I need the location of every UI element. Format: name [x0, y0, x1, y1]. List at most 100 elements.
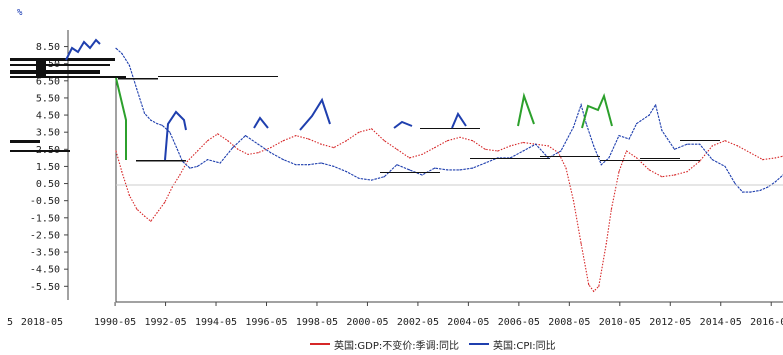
series-point: [572, 200, 575, 202]
y-tick-label: 1.50: [36, 162, 60, 173]
series-point: [484, 148, 486, 150]
series-point: [636, 157, 638, 159]
series-point: [749, 152, 751, 154]
series-point: [257, 143, 259, 145]
series-point: [308, 138, 310, 140]
x-tick-label-fragment: 2018-05: [21, 317, 63, 328]
series-point: [189, 167, 191, 169]
series-point: [244, 135, 247, 137]
artifact-bar: [420, 128, 480, 129]
x-tick-label: 1998-05: [296, 317, 338, 328]
y-tick-label: -3.50: [30, 248, 60, 259]
x-tick-label: 2014-05: [700, 317, 742, 328]
legend-swatch-cpi: [468, 343, 489, 345]
series-point: [593, 290, 595, 292]
unit-label: %: [17, 8, 23, 18]
render-artifacts: [10, 38, 783, 186]
series-point: [724, 165, 726, 167]
series-point: [572, 126, 575, 128]
series-point: [446, 140, 448, 142]
series-point: [408, 157, 411, 159]
series-point: [128, 64, 130, 66]
x-tick-label: 2004-05: [447, 317, 489, 328]
artifact-bar: [540, 156, 600, 157]
artifact-bar: [470, 158, 550, 159]
series-point: [605, 242, 607, 245]
artifact-bar: [380, 172, 440, 173]
artifact-bar: [136, 160, 186, 162]
artifact-bar: [118, 78, 158, 80]
series-point: [143, 215, 146, 217]
y-tick-label: -5.50: [30, 282, 60, 293]
series-point: [320, 162, 322, 164]
x-axis: 1990-05 1992-05 1994-05 1996-05 1998-05 2000-…: [7, 76, 783, 328]
series-point: [282, 159, 284, 161]
series-point: [774, 181, 777, 183]
series-point: [484, 162, 486, 164]
series-point: [176, 148, 178, 150]
series-point: [580, 242, 582, 245]
series-point: [282, 140, 284, 142]
series-point: [600, 164, 602, 166]
series-point: [257, 152, 259, 154]
series-point: [136, 88, 138, 90]
series-point: [655, 104, 657, 106]
x-tick-label: 2000-05: [346, 317, 388, 328]
series-point: [737, 145, 739, 147]
series-point: [522, 150, 524, 152]
series-point: [196, 165, 199, 167]
series-point: [472, 167, 474, 169]
series-point: [115, 150, 117, 152]
x-tick-label: 1994-05: [195, 317, 237, 328]
series-point: [320, 143, 322, 145]
artifact-bar: [10, 150, 70, 152]
x-tick-label: 1990-05: [94, 317, 136, 328]
series-point: [164, 201, 166, 203]
artifact-spike: [393, 120, 413, 129]
series-point: [734, 183, 736, 185]
series-point: [749, 191, 751, 193]
series-point: [156, 123, 158, 125]
artifact-spike: [451, 111, 467, 129]
series-point: [207, 140, 209, 142]
series-point: [547, 145, 549, 147]
legend-label-gdp: 英国:GDP:不变价:季调:同比: [334, 340, 459, 352]
x-tick-label: 2012-05: [649, 317, 691, 328]
artifact-bar: [10, 64, 110, 66]
series-point: [371, 179, 373, 181]
series-point: [446, 169, 448, 171]
series-point: [661, 129, 663, 132]
y-tick-label: 8.50: [36, 42, 60, 53]
series-point: [358, 131, 360, 133]
y-tick-label: -2.50: [30, 230, 60, 241]
series-point: [509, 145, 511, 147]
y-tick-label: 3.50: [36, 128, 60, 139]
series-point: [711, 145, 713, 147]
series-point: [588, 284, 590, 286]
series-point: [522, 141, 524, 144]
series-point: [161, 124, 163, 126]
series-point: [150, 220, 152, 222]
series-point: [295, 135, 297, 137]
series-point: [673, 174, 676, 176]
x-tick-label: 2006-05: [498, 317, 540, 328]
series-point: [196, 150, 199, 152]
series-point: [608, 157, 610, 159]
series-point: [759, 189, 761, 191]
series-point: [648, 114, 650, 116]
series-point: [580, 104, 582, 106]
series-point: [421, 153, 423, 155]
series-point: [762, 159, 764, 161]
series-point: [628, 138, 630, 140]
series-point: [295, 164, 297, 166]
series-point: [625, 150, 628, 152]
series-point: [345, 140, 347, 142]
y-tick-label: 5.50: [36, 93, 60, 104]
series-point: [383, 140, 385, 142]
legend-label-cpi: 英国:CPI:同比: [492, 340, 556, 352]
x-tick-label: 2008-05: [548, 317, 590, 328]
artifact-spike: [115, 77, 127, 160]
artifact-bar: [10, 70, 100, 74]
series-point: [618, 135, 620, 137]
